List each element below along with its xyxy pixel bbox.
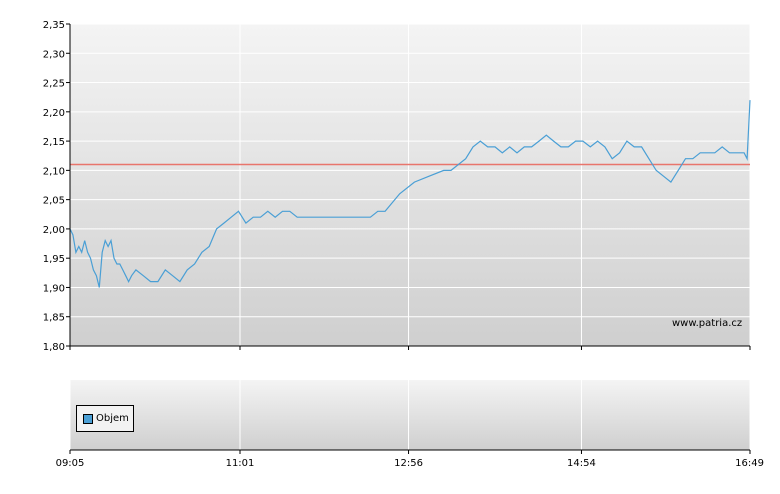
y-tick-label: 2,25	[43, 79, 65, 90]
y-tick-label: 1,90	[43, 283, 65, 294]
x-tick-label: 12:56	[394, 458, 423, 469]
volume-plot-area	[70, 380, 750, 450]
y-tick-label: 2,05	[43, 196, 65, 207]
y-tick-label: 2,30	[43, 49, 65, 60]
x-tick-label: 11:01	[226, 458, 255, 469]
y-tick-label: 1,95	[43, 254, 65, 265]
volume-legend: Objem	[76, 405, 134, 432]
y-tick-label: 2,00	[43, 225, 65, 236]
x-axis: 09:05 11:01 12:56 14:54 16:49	[56, 346, 764, 469]
x-tick-label: 14:54	[567, 458, 596, 469]
y-tick-label: 2,20	[43, 108, 65, 119]
x-tick-label: 16:49	[735, 458, 764, 469]
price-line	[69, 100, 751, 288]
y-tick-label: 2,15	[43, 137, 65, 148]
y-tick-label: 1,85	[43, 313, 65, 324]
x-tick-label: 09:05	[56, 458, 85, 469]
y-axis: 2,35 2,30 2,25 2,20 2,15 2,10 2,05 2,00 1,95 1,90…	[43, 20, 70, 353]
y-tick-label: 2,35	[43, 20, 65, 31]
legend-swatch	[83, 413, 93, 424]
y-tick-label: 2,10	[43, 166, 65, 177]
watermark: www.patria.cz	[672, 318, 743, 329]
y-tick-label: 1,80	[43, 342, 65, 353]
price-series	[69, 100, 751, 288]
legend-label: Objem	[96, 413, 129, 424]
